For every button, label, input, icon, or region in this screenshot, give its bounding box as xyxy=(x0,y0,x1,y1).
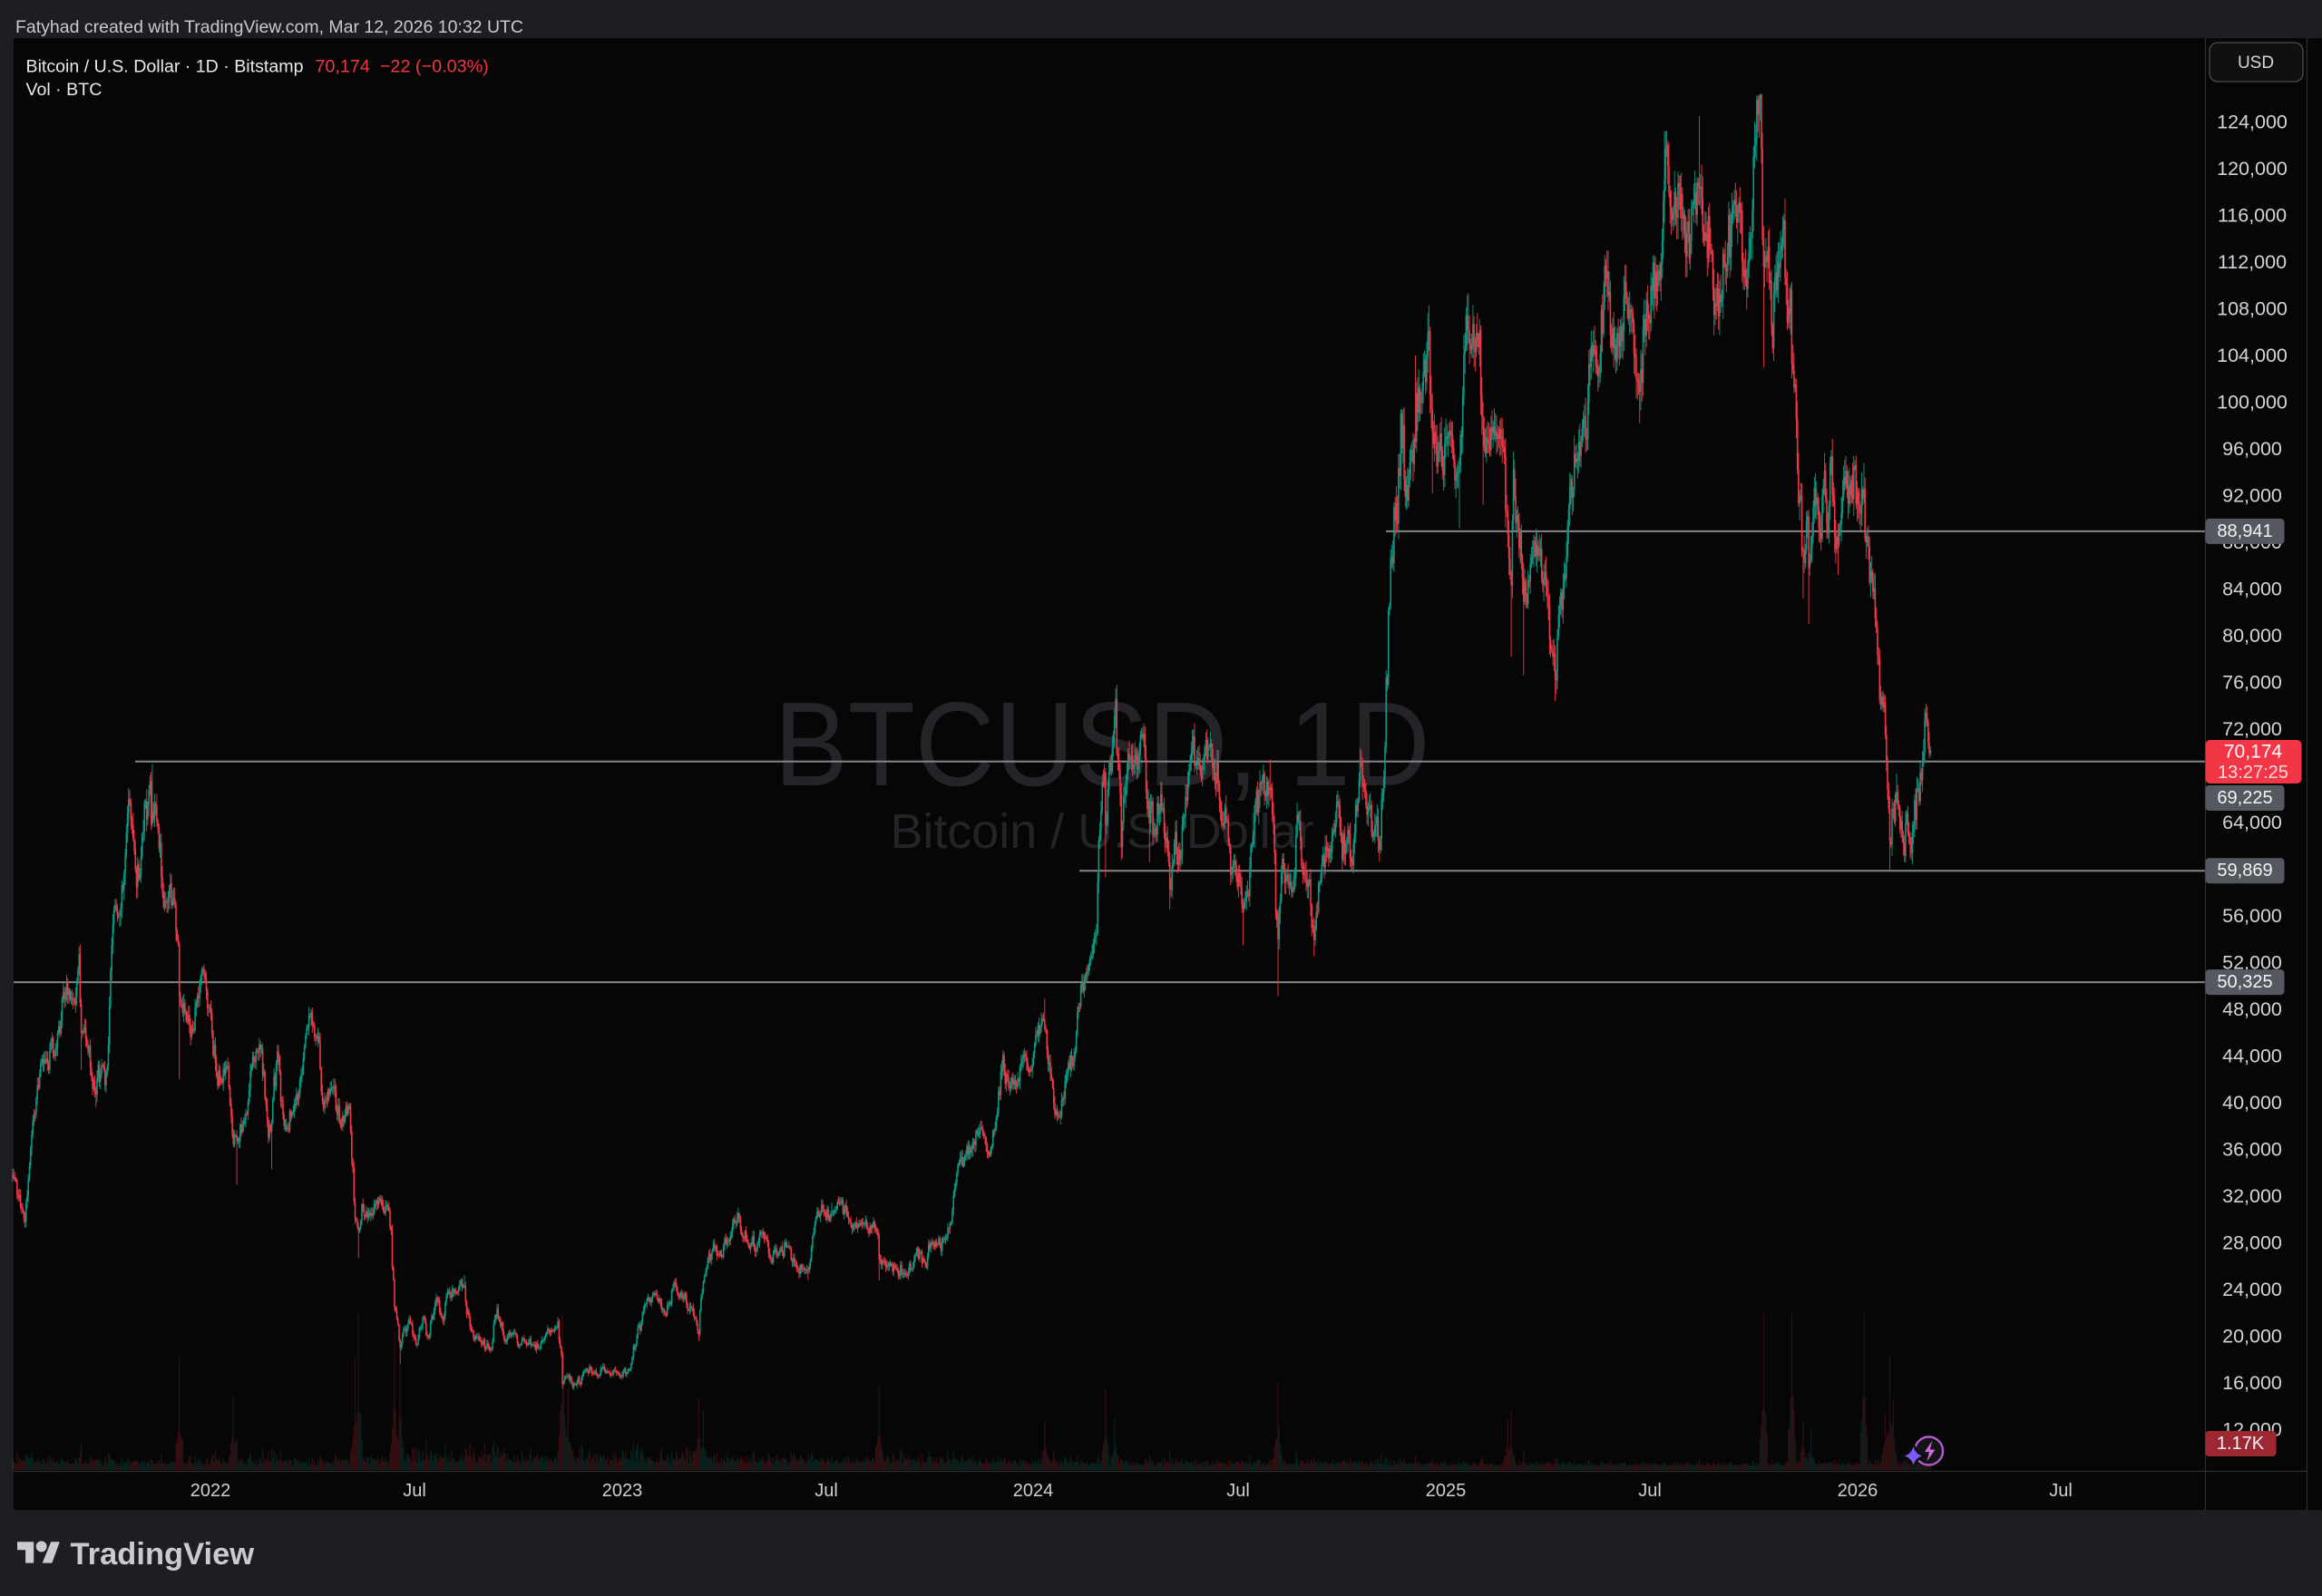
svg-text:70,174 −22 (−0.03%): 70,174 −22 (−0.03%) xyxy=(315,57,488,77)
svg-text:88,941: 88,941 xyxy=(2217,521,2272,541)
svg-text:84,000: 84,000 xyxy=(2222,579,2282,600)
svg-text:50,325: 50,325 xyxy=(2217,972,2272,992)
svg-text:Fatyhad created with TradingVi: Fatyhad created with TradingView.com, Ma… xyxy=(15,17,523,37)
svg-text:76,000: 76,000 xyxy=(2222,672,2282,694)
svg-text:92,000: 92,000 xyxy=(2222,485,2282,507)
svg-text:80,000: 80,000 xyxy=(2222,625,2282,647)
svg-text:44,000: 44,000 xyxy=(2222,1046,2282,1067)
svg-text:Jul: Jul xyxy=(403,1481,426,1501)
svg-text:70,174: 70,174 xyxy=(2224,742,2283,763)
svg-text:59,869: 59,869 xyxy=(2217,861,2272,881)
svg-text:32,000: 32,000 xyxy=(2222,1185,2282,1207)
svg-text:2026: 2026 xyxy=(1838,1481,1878,1501)
svg-text:2022: 2022 xyxy=(190,1481,231,1501)
svg-text:40,000: 40,000 xyxy=(2222,1092,2282,1114)
svg-text:TradingView: TradingView xyxy=(71,1537,255,1572)
svg-text:96,000: 96,000 xyxy=(2222,438,2282,460)
svg-text:56,000: 56,000 xyxy=(2222,905,2282,927)
svg-text:104,000: 104,000 xyxy=(2217,345,2288,366)
svg-text:Jul: Jul xyxy=(1638,1481,1662,1501)
svg-text:48,000: 48,000 xyxy=(2222,998,2282,1020)
svg-text:120,000: 120,000 xyxy=(2217,158,2288,180)
svg-text:24,000: 24,000 xyxy=(2222,1279,2282,1300)
svg-text:Vol · BTC: Vol · BTC xyxy=(26,80,102,100)
svg-text:USD: USD xyxy=(2238,54,2274,73)
svg-text:64,000: 64,000 xyxy=(2222,812,2282,833)
svg-text:112,000: 112,000 xyxy=(2218,251,2287,273)
svg-text:16,000: 16,000 xyxy=(2222,1372,2282,1394)
svg-text:Jul: Jul xyxy=(815,1481,838,1501)
svg-text:100,000: 100,000 xyxy=(2217,392,2288,414)
svg-text:124,000: 124,000 xyxy=(2217,112,2288,133)
svg-text:Bitcoin / U.S. Dollar · 1D · B: Bitcoin / U.S. Dollar · 1D · Bitstamp xyxy=(26,57,304,77)
svg-text:72,000: 72,000 xyxy=(2222,718,2282,740)
svg-text:2025: 2025 xyxy=(1426,1481,1467,1501)
svg-text:2023: 2023 xyxy=(602,1481,643,1501)
svg-text:69,225: 69,225 xyxy=(2217,788,2272,808)
svg-text:20,000: 20,000 xyxy=(2222,1326,2282,1348)
svg-text:2024: 2024 xyxy=(1013,1481,1054,1501)
svg-text:1.17K: 1.17K xyxy=(2217,1434,2265,1454)
svg-text:Jul: Jul xyxy=(1226,1481,1250,1501)
svg-text:108,000: 108,000 xyxy=(2217,298,2288,320)
svg-text:Jul: Jul xyxy=(2049,1481,2073,1501)
svg-text:13:27:25: 13:27:25 xyxy=(2218,763,2288,783)
svg-text:36,000: 36,000 xyxy=(2222,1139,2282,1161)
svg-text:28,000: 28,000 xyxy=(2222,1232,2282,1254)
svg-text:116,000: 116,000 xyxy=(2218,205,2287,227)
